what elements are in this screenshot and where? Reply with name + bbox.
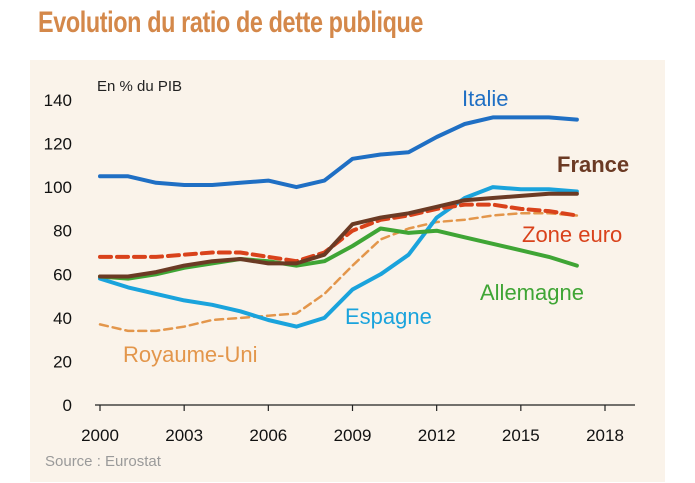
series-line-italie (98, 115, 579, 190)
series-label-allemagne: Allemagne (480, 280, 584, 305)
series-label-italie: Italie (462, 86, 508, 111)
series-line-france (98, 191, 579, 279)
series-label-royaume-uni: Royaume-Uni (123, 342, 258, 367)
series-label-espagne: Espagne (345, 304, 432, 329)
chart-title: Evolution du ratio de dette publique (38, 6, 424, 39)
y-tick-label: 140 (44, 91, 72, 110)
x-tick-label: 2003 (165, 426, 203, 445)
y-tick-label: 120 (44, 135, 72, 154)
y-axis-label: En % du PIB (97, 78, 182, 95)
y-tick-label: 20 (53, 352, 72, 371)
x-tick-label: 2012 (418, 426, 456, 445)
series-line-royaume-uni (98, 212, 579, 333)
y-tick-label: 80 (53, 222, 72, 241)
x-tick-label: 2018 (586, 426, 624, 445)
y-tick-label: 60 (53, 265, 72, 284)
source-note: Source : Eurostat (45, 453, 161, 470)
y-tick-label: 0 (63, 396, 72, 415)
y-tick-label: 40 (53, 309, 72, 328)
y-tick-label: 100 (44, 178, 72, 197)
x-tick-label: 2000 (81, 426, 119, 445)
series-label-zone-euro: Zone euro (522, 222, 622, 247)
series-line-allemagne (98, 226, 579, 281)
x-tick-label: 2006 (249, 426, 287, 445)
x-tick-label: 2015 (502, 426, 540, 445)
series-line-espagne (98, 185, 579, 329)
series-label-france: France (557, 152, 629, 177)
x-tick-label: 2009 (334, 426, 372, 445)
